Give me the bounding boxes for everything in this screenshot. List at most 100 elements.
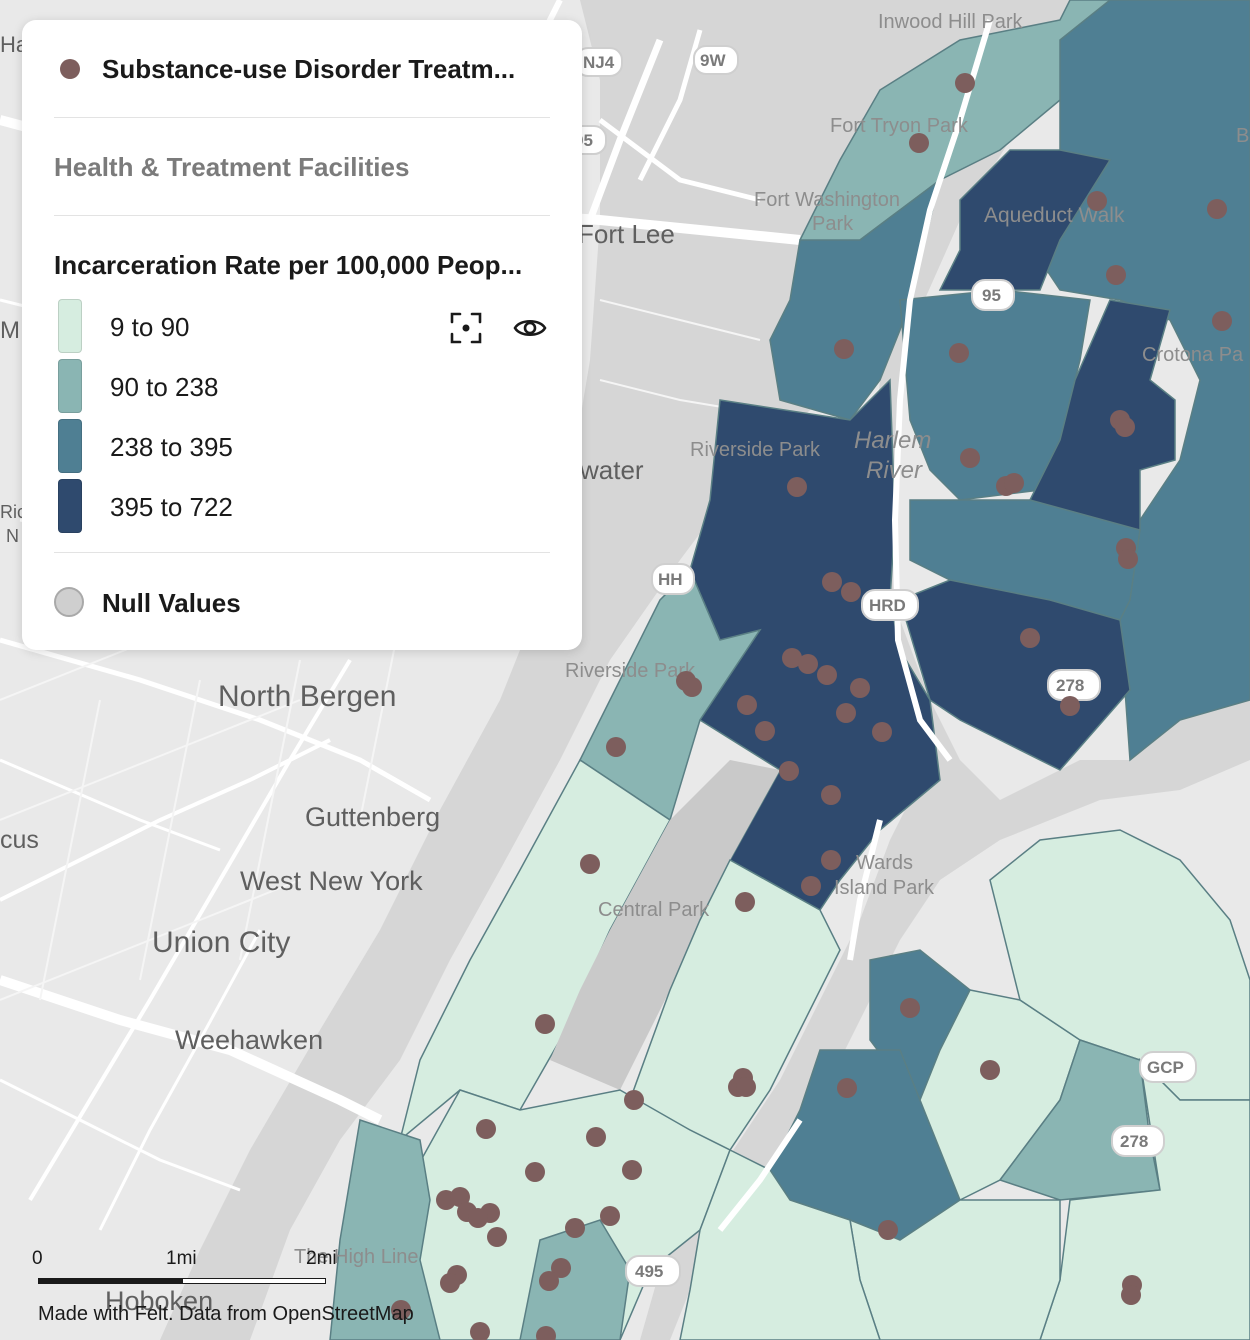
facility-point[interactable]: [960, 448, 980, 468]
facility-points[interactable]: [391, 73, 1232, 1340]
place-labels: North Bergen Guttenberg West New York Un…: [0, 32, 675, 1316]
shield-495: 495: [625, 1255, 681, 1287]
facility-point[interactable]: [580, 854, 600, 874]
region-lower-east[interactable]: [679, 1148, 881, 1340]
facility-point[interactable]: [980, 1060, 1000, 1080]
region-wash-heights[interactable]: [769, 178, 942, 421]
point-layer-title[interactable]: Substance-use Disorder Treatm...: [102, 54, 516, 84]
eye-icon[interactable]: [512, 310, 548, 346]
legend-swatch-class-2: [58, 359, 82, 413]
attribution[interactable]: Made with Felt. Data from OpenStreetMap: [38, 1303, 414, 1325]
facility-point[interactable]: [539, 1271, 559, 1291]
facility-point[interactable]: [872, 722, 892, 742]
facility-point[interactable]: [525, 1162, 545, 1182]
facility-point[interactable]: [476, 1119, 496, 1139]
facility-point[interactable]: [1207, 199, 1227, 219]
facility-point[interactable]: [817, 665, 837, 685]
scale-tick-2mi: 2mi: [306, 1248, 337, 1269]
facility-point[interactable]: [1106, 265, 1126, 285]
label-fort-washington-park: Park: [812, 213, 854, 235]
region-queens-east[interactable]: [1039, 1057, 1250, 1340]
facility-point[interactable]: [1004, 473, 1024, 493]
facility-point[interactable]: [536, 1326, 556, 1340]
facility-point[interactable]: [850, 678, 870, 698]
facility-point[interactable]: [1118, 549, 1138, 569]
facility-point[interactable]: [1020, 628, 1040, 648]
region-bronx-dark-1[interactable]: [1028, 299, 1176, 531]
svg-text:278: 278: [1120, 1132, 1148, 1151]
shield-nj4: NJ4: [575, 47, 623, 77]
group-title[interactable]: Health & Treatment Facilities: [54, 152, 410, 182]
shield-hh: HH: [651, 563, 695, 595]
facility-point[interactable]: [821, 785, 841, 805]
svg-text:HH: HH: [658, 570, 683, 589]
scale-segment-white: [182, 1278, 326, 1284]
facility-point[interactable]: [487, 1227, 507, 1247]
label-m-fragment: M: [0, 317, 20, 344]
facility-point[interactable]: [821, 850, 841, 870]
label-harlem-river-1: Harlem: [854, 427, 931, 454]
svg-text:9W: 9W: [700, 51, 726, 70]
facility-point[interactable]: [735, 892, 755, 912]
facility-point[interactable]: [682, 677, 702, 697]
facility-point[interactable]: [622, 1160, 642, 1180]
facility-point[interactable]: [836, 703, 856, 723]
label-wards-island: Wards: [856, 852, 913, 874]
facility-point[interactable]: [834, 339, 854, 359]
facility-point[interactable]: [1060, 696, 1080, 716]
facility-point[interactable]: [837, 1078, 857, 1098]
choropleth-layer-title[interactable]: Incarceration Rate per 100,000 Peop...: [54, 250, 523, 280]
facility-point[interactable]: [1121, 1285, 1141, 1305]
facility-point[interactable]: [1212, 311, 1232, 331]
facility-point[interactable]: [565, 1218, 585, 1238]
region-chelsea[interactable]: [329, 1119, 441, 1340]
facility-point[interactable]: [470, 1322, 490, 1340]
shield-gcp: GCP: [1139, 1051, 1197, 1083]
facility-point[interactable]: [801, 876, 821, 896]
facility-point[interactable]: [586, 1127, 606, 1147]
facility-point[interactable]: [600, 1206, 620, 1226]
region-bronx-aqueduct[interactable]: [938, 149, 1112, 291]
facility-point[interactable]: [841, 582, 861, 602]
facility-point[interactable]: [900, 998, 920, 1018]
facility-point[interactable]: [1115, 417, 1135, 437]
label-harlem-river-2: River: [866, 457, 923, 484]
facility-point[interactable]: [624, 1090, 644, 1110]
facility-point[interactable]: [955, 73, 975, 93]
facility-point[interactable]: [391, 1300, 411, 1320]
label-ric-fragment: Ric: [0, 502, 26, 522]
facility-point[interactable]: [737, 695, 757, 715]
label-west-new-york: West New York: [240, 866, 423, 896]
facility-point[interactable]: [468, 1208, 488, 1228]
region-bronx-south[interactable]: [909, 499, 1141, 621]
facility-point[interactable]: [736, 1077, 756, 1097]
region-south-bronx[interactable]: [899, 579, 1131, 771]
label-inwood-hill: Inwood Hill Park: [878, 11, 1024, 33]
facility-point[interactable]: [798, 654, 818, 674]
label-fort-lee: Fort Lee: [578, 219, 675, 249]
facility-point[interactable]: [1087, 191, 1107, 211]
region-midtown-east[interactable]: [519, 1219, 631, 1340]
facility-point[interactable]: [822, 572, 842, 592]
legend-divider: [54, 215, 550, 216]
facility-point[interactable]: [551, 1258, 571, 1278]
facility-point[interactable]: [787, 477, 807, 497]
facility-point[interactable]: [440, 1273, 460, 1293]
focus-icon[interactable]: [448, 310, 484, 346]
facility-point[interactable]: [909, 133, 929, 153]
legend-swatch-class-3: [58, 419, 82, 473]
region-queens-north[interactable]: [989, 829, 1250, 1101]
facility-point[interactable]: [755, 721, 775, 741]
facility-point[interactable]: [779, 761, 799, 781]
facility-point[interactable]: [535, 1014, 555, 1034]
label-wards-island-park: Island Park: [834, 877, 935, 899]
facility-point[interactable]: [878, 1220, 898, 1240]
label-weehawken: Weehawken: [175, 1025, 323, 1055]
region-jackson-heights[interactable]: [998, 1039, 1161, 1201]
facility-point[interactable]: [782, 648, 802, 668]
label-fort-tryon: Fort Tryon Park: [830, 115, 969, 137]
facility-point[interactable]: [450, 1187, 470, 1207]
facility-point[interactable]: [949, 343, 969, 363]
facility-point[interactable]: [606, 737, 626, 757]
